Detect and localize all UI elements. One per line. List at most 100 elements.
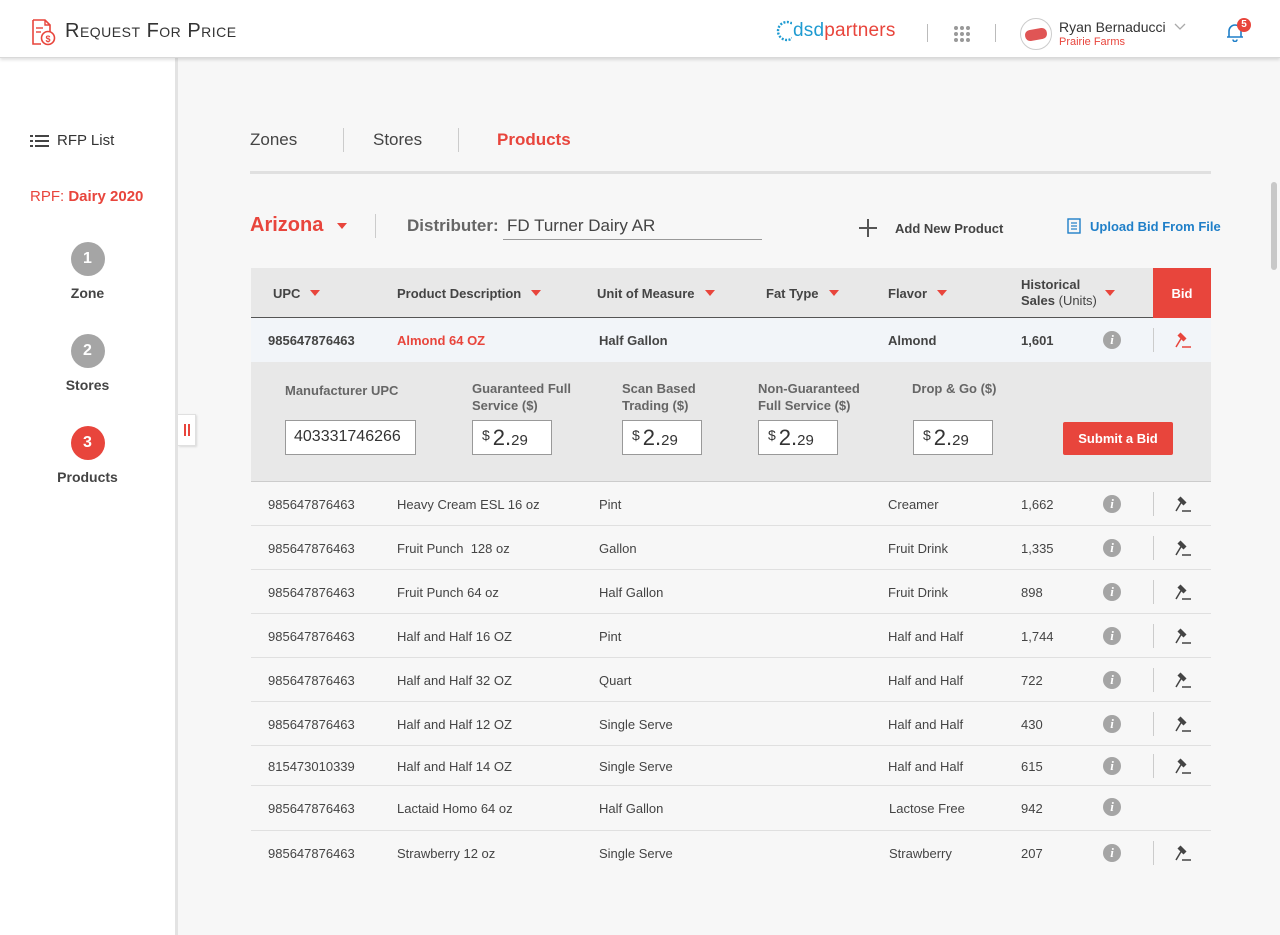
cell-description: Fruit Punch 64 oz — [397, 584, 499, 600]
tab-products[interactable]: Products — [497, 130, 571, 149]
table-row[interactable]: 985647876463 Half and Half 32 OZ Quart H… — [251, 658, 1211, 702]
state-dropdown[interactable]: Arizona — [250, 214, 348, 237]
cell-description: Half and Half 16 OZ — [397, 628, 512, 644]
info-icon[interactable]: i — [1103, 583, 1121, 601]
distributor-label: Distributer: — [407, 216, 499, 235]
svg-text:$: $ — [45, 34, 50, 44]
cell-flavor: Half and Half — [888, 716, 964, 732]
guaranteed-full-service-input[interactable]: $ 2. 29 — [472, 420, 552, 455]
column-historical-sales[interactable]: Historical Sales (Units) — [1021, 268, 1115, 318]
user-name[interactable]: Ryan Bernaducci — [1059, 19, 1166, 35]
cell-uom: Gallon — [599, 540, 637, 556]
cell-description: Heavy Cream ESL 16 oz — [397, 496, 540, 512]
column-flavor[interactable]: Flavor — [888, 268, 948, 318]
submit-bid-button[interactable]: Submit a Bid — [1063, 422, 1173, 455]
cell-sales: 1,662 — [1021, 496, 1054, 512]
tab-stores[interactable]: Stores — [373, 130, 423, 149]
gavel-icon — [1174, 584, 1191, 600]
cell-flavor: Fruit Drink — [888, 540, 948, 556]
historical-word: Historical — [1021, 277, 1081, 292]
cell-description: Half and Half 14 OZ — [397, 758, 512, 774]
table-row[interactable]: 985647876463 Half and Half 12 OZ Single … — [251, 702, 1211, 746]
table-row[interactable]: 985647876463 Half and Half 16 OZ Pint Ha… — [251, 614, 1211, 658]
price-fraction: 29 — [511, 432, 528, 449]
price-fraction: 29 — [661, 432, 678, 449]
column-description[interactable]: Product Description — [397, 268, 542, 318]
add-new-product-label: Add New Product — [895, 220, 1004, 236]
price-request-icon: $ — [32, 19, 56, 46]
table-row-selected[interactable]: 985647876463 Almond 64 OZ Half Gallon Al… — [251, 318, 1211, 362]
rfp-list-link[interactable]: RFP List — [30, 132, 114, 149]
table-row[interactable]: 985647876463 Fruit Punch 128 oz Gallon F… — [251, 526, 1211, 570]
scrollbar-thumb[interactable] — [1271, 182, 1277, 270]
globe-icon — [776, 20, 792, 42]
table-row[interactable]: 815473010339 Half and Half 14 OZ Single … — [251, 746, 1211, 786]
avatar[interactable] — [1020, 18, 1052, 50]
cell-description: Half and Half 12 OZ — [397, 716, 512, 732]
step-stores[interactable]: 2 Stores — [0, 334, 175, 393]
column-description-label: Product Description — [397, 285, 522, 301]
user-organization: Prairie Farms — [1059, 36, 1126, 48]
step-zone[interactable]: 1 Zone — [0, 242, 175, 301]
cell-flavor: Half and Half — [888, 672, 964, 688]
sidebar-collapse-handle[interactable] — [178, 414, 196, 446]
bid-action[interactable] — [1153, 712, 1211, 736]
column-fat-type[interactable]: Fat Type — [766, 268, 839, 318]
add-new-product-button[interactable]: Add New Product — [858, 218, 1003, 238]
scan-based-trading-label: Scan Based Trading ($) — [622, 380, 696, 414]
cell-uom: Half Gallon — [599, 801, 664, 816]
info-icon[interactable]: i — [1103, 757, 1121, 775]
info-icon[interactable]: i — [1103, 844, 1121, 862]
info-icon[interactable]: i — [1103, 495, 1121, 513]
apps-grid-icon[interactable] — [954, 26, 970, 42]
bid-action[interactable] — [1153, 492, 1211, 516]
info-icon[interactable]: i — [1103, 539, 1121, 557]
bid-action[interactable] — [1153, 841, 1211, 865]
rfp-list-label: RFP List — [57, 132, 115, 149]
info-icon[interactable]: i — [1103, 671, 1121, 689]
chevron-down-icon[interactable] — [1174, 20, 1186, 32]
bid-action[interactable] — [1153, 580, 1211, 604]
guaranteed-full-service-label: Guaranteed Full Service ($) — [472, 380, 571, 414]
cell-flavor: Creamer — [888, 496, 939, 512]
sidebar: RFP List RPF: Dairy 2020 1 Zone 2 Stores… — [0, 58, 178, 935]
bid-action[interactable] — [1153, 536, 1211, 560]
table-row[interactable]: 985647876463 Lactaid Homo 64 oz Half Gal… — [251, 786, 1211, 831]
distributor-input[interactable]: FD Turner Dairy AR — [503, 212, 762, 240]
tab-zones[interactable]: Zones — [250, 130, 298, 149]
info-icon[interactable]: i — [1103, 627, 1121, 645]
table-row[interactable]: 985647876463 Heavy Cream ESL 16 oz Pint … — [251, 482, 1211, 526]
upload-bid-button[interactable]: Upload Bid From File — [1067, 218, 1221, 234]
step-number: 2 — [70, 334, 105, 368]
column-unit-of-measure[interactable]: Unit of Measure — [597, 268, 715, 318]
column-upc[interactable]: UPC — [273, 268, 321, 318]
table-row[interactable]: 985647876463 Fruit Punch 64 oz Half Gall… — [251, 570, 1211, 614]
table-row[interactable]: 985647876463 Strawberry 12 oz Single Ser… — [251, 831, 1211, 875]
rfp-name: RPF: Dairy 2020 — [30, 188, 143, 205]
gavel-icon — [1174, 332, 1191, 348]
cell-sales: 1,601 — [1021, 332, 1054, 348]
header-divider — [927, 24, 928, 42]
cell-uom: Pint — [599, 496, 622, 512]
cell-upc: 985647876463 — [268, 540, 355, 556]
price-whole: 2. — [778, 425, 798, 450]
bid-action[interactable] — [1153, 624, 1211, 648]
sbt-line-1: Scan Based — [622, 381, 696, 396]
scan-based-trading-input[interactable]: $ 2. 29 — [622, 420, 702, 455]
non-guaranteed-full-service-input[interactable]: $ 2. 29 — [758, 420, 838, 455]
bid-action[interactable] — [1153, 328, 1211, 352]
step-label: Zone — [70, 285, 105, 301]
manufacturer-upc-input[interactable]: 403331746266 — [285, 420, 416, 455]
info-icon[interactable]: i — [1103, 331, 1121, 349]
info-icon[interactable]: i — [1103, 715, 1121, 733]
step-products[interactable]: 3 Products — [0, 426, 175, 485]
list-icon — [30, 134, 49, 147]
bid-action[interactable] — [1153, 754, 1211, 778]
rfp-prefix: RPF: — [30, 188, 65, 205]
cell-upc: 985647876463 — [268, 672, 355, 688]
drop-and-go-input[interactable]: $ 2. 29 — [913, 420, 993, 455]
cell-upc: 985647876463 — [268, 801, 355, 816]
info-icon[interactable]: i — [1103, 798, 1121, 816]
brand-logo[interactable]: dsdpartners — [776, 16, 896, 46]
bid-action[interactable] — [1153, 668, 1211, 692]
